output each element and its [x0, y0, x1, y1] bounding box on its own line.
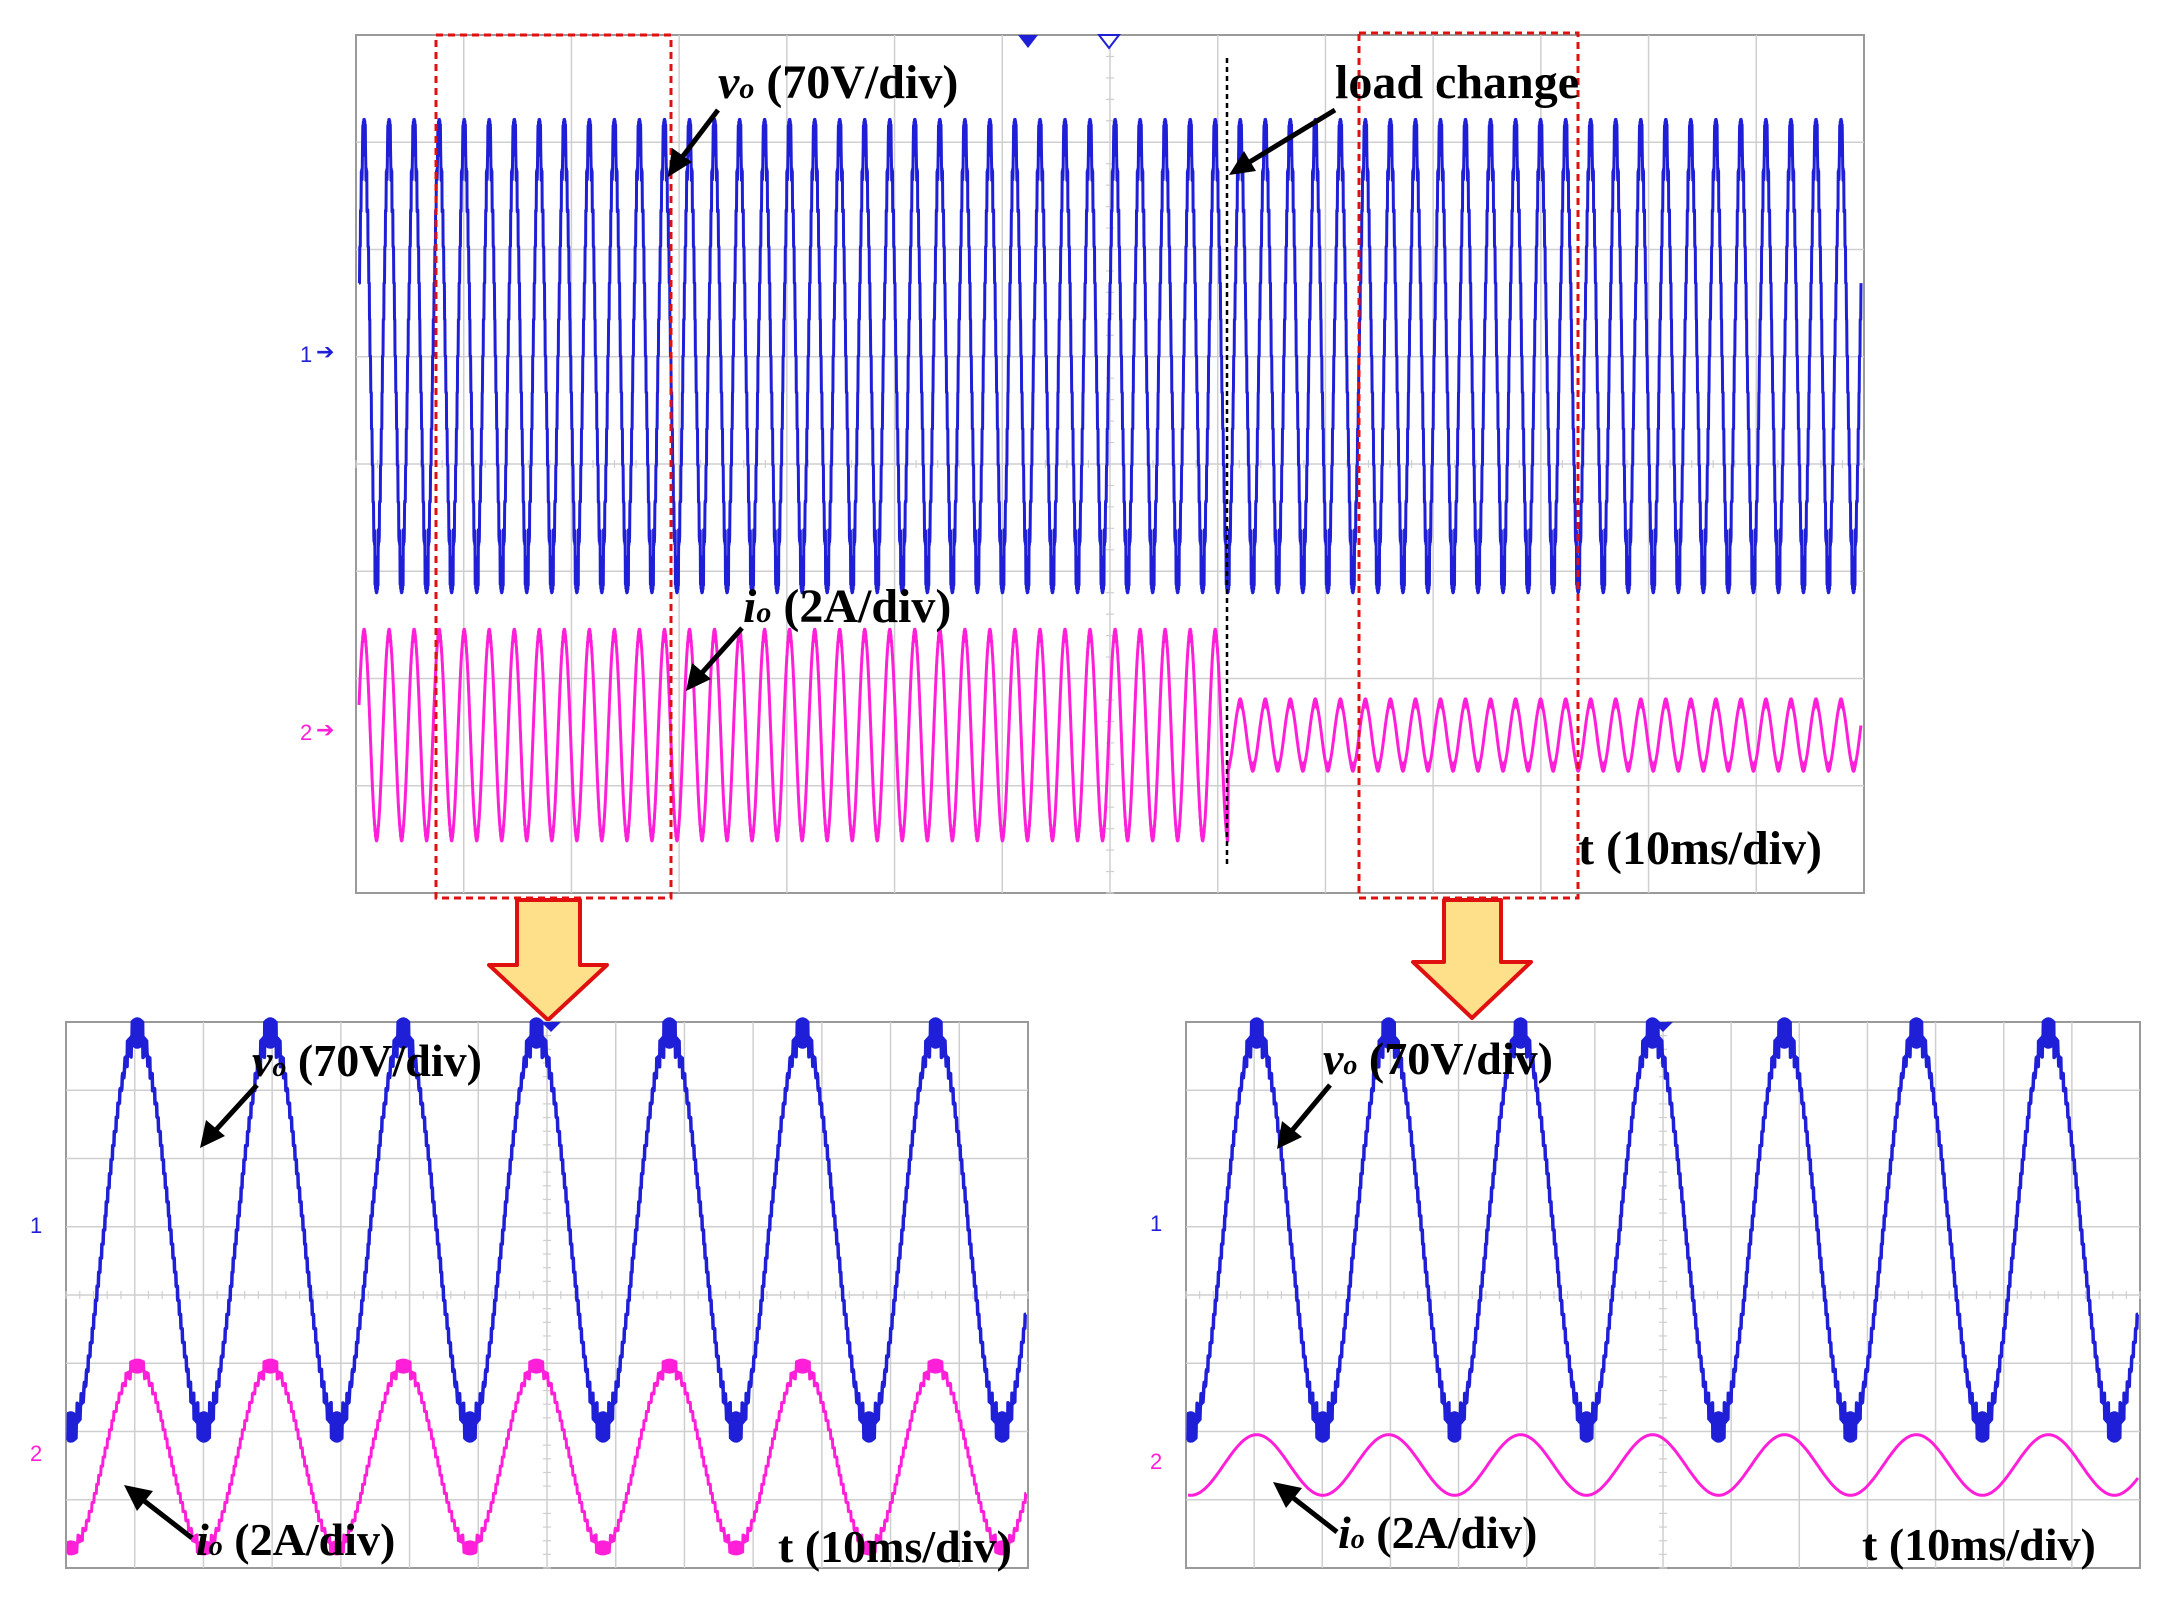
- top-io-trace: [357, 627, 1863, 843]
- zoom-left-trigger-marker: [541, 1022, 561, 1032]
- zoom-left-vo-pointer: [200, 1083, 259, 1148]
- top-ch2-marker-arrow: ➔: [316, 717, 334, 742]
- zoom-right-io-trace: [1186, 1433, 2140, 1497]
- zoom-right-ch2-marker: 2: [1150, 1449, 1162, 1474]
- zoom-left-io-trace: [66, 1358, 1028, 1556]
- zoom-right-vo-label: vo (70V/div): [1323, 1033, 1553, 1084]
- top-time-label: t (10ms/div): [1578, 822, 1822, 875]
- zoom-right-trigger-marker: [1653, 1022, 1673, 1032]
- zoom-left-io-pointer: [124, 1485, 194, 1540]
- top-io-line: [357, 627, 1863, 843]
- zoom-left-grid: [65, 1021, 1029, 1569]
- zoom-right-grid: [1185, 1021, 2141, 1569]
- top-scope: 1 ➔ 2 ➔ vo (70V/div) io (2A/div) load ch…: [300, 31, 1865, 900]
- zoom-left-io-line: [66, 1358, 1028, 1556]
- load-change-pointer: [1229, 107, 1337, 175]
- trigger-marker-outline: [1096, 34, 1122, 50]
- top-ch2-marker: 2: [300, 720, 312, 745]
- zoom-left-time-label: t (10ms/div): [778, 1521, 1012, 1572]
- zoom-left-ch1-marker: 1: [30, 1213, 42, 1238]
- zoom-right-vo-trace: [1186, 1017, 2140, 1443]
- top-vo-trace: [357, 117, 1863, 595]
- zoom-right-io-pointer: [1273, 1482, 1339, 1534]
- zoom-scope-left: 1 2 vo (70V/div) io (2A/div) t (10ms/div…: [30, 1017, 1029, 1572]
- trigger-marker-filled: [1018, 35, 1038, 48]
- top-vo-label: vo (70V/div): [718, 56, 958, 109]
- zoom-right-time-label: t (10ms/div): [1862, 1519, 2096, 1570]
- zoom-left-ch2-marker: 2: [30, 1441, 42, 1466]
- zoom-arrow-right: [1411, 898, 1533, 1020]
- zoom-right-io-line: [1186, 1433, 2140, 1497]
- top-ch1-marker: 1: [300, 342, 312, 367]
- zoom-arrow-left: [487, 898, 609, 1022]
- zoom-right-ch1-marker: 1: [1150, 1211, 1162, 1236]
- zoom-left-io-label: io (2A/div): [196, 1514, 395, 1565]
- top-vo-line: [357, 117, 1863, 595]
- zoom-left-vo-trace: [66, 1017, 1028, 1443]
- load-change-label: load change: [1335, 56, 1579, 109]
- top-vo-pointer: [668, 108, 720, 177]
- zoom-right-vo-line: [1186, 1017, 2140, 1443]
- top-io-label: io (2A/div): [743, 580, 951, 633]
- zoom-right-io-label: io (2A/div): [1338, 1507, 1537, 1558]
- top-io-pointer: [686, 626, 744, 691]
- top-ch1-marker-arrow: ➔: [316, 339, 334, 364]
- zoom-left-vo-label: vo (70V/div): [252, 1035, 482, 1086]
- zoom-left-vo-line: [66, 1017, 1028, 1443]
- zoom-scope-right: 1 2 vo (70V/div) io (2A/div) t (10ms/div…: [1150, 1017, 2141, 1570]
- zoom-right-vo-pointer: [1277, 1083, 1332, 1149]
